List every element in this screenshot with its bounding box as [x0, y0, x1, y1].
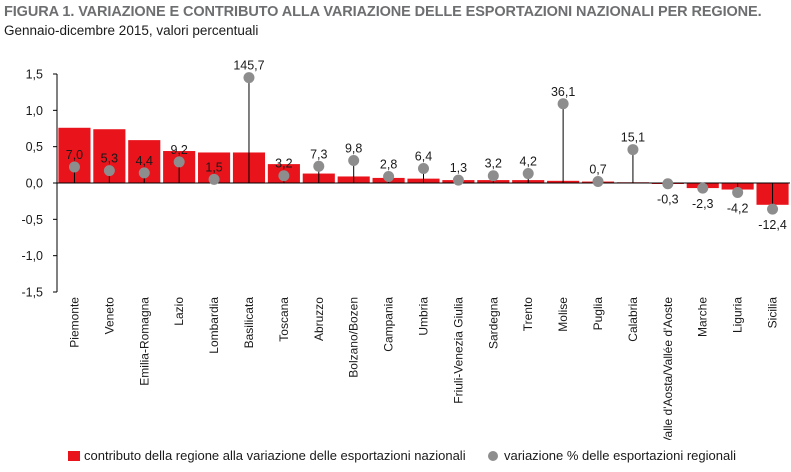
data-label: -12,4 — [758, 218, 787, 232]
y-tick-label: -0,5 — [21, 213, 43, 227]
data-point — [452, 174, 464, 186]
y-tick-label: -1,5 — [21, 286, 43, 300]
data-point — [278, 170, 290, 182]
data-point — [522, 168, 534, 180]
data-label: 1,5 — [205, 160, 222, 174]
data-label: 7,3 — [310, 147, 327, 161]
x-tick-label: Marche — [696, 297, 710, 337]
x-tick-label: Bolzano/Bozen — [347, 297, 361, 378]
data-label: -4,2 — [727, 201, 749, 215]
chart-title: FIGURA 1. VARIAZIONE E CONTRIBUTO ALLA V… — [4, 4, 762, 20]
data-point — [662, 178, 674, 190]
x-tick-label: Molise — [556, 297, 570, 332]
data-label: 15,1 — [621, 131, 645, 145]
data-label: -2,3 — [692, 197, 714, 211]
x-tick-label: Lombardia — [207, 297, 221, 354]
data-label: 5,3 — [101, 152, 118, 166]
data-point — [313, 160, 325, 172]
data-label: 9,8 — [345, 141, 362, 155]
data-label: 2,8 — [380, 157, 397, 171]
y-tick-label: 1,0 — [26, 104, 43, 118]
x-tick-label: Emilia-Romagna — [137, 297, 151, 386]
data-label: 36,1 — [551, 85, 575, 99]
data-point — [348, 154, 360, 166]
y-tick-label: 1,5 — [26, 68, 43, 82]
data-point — [697, 182, 709, 194]
x-tick-label: Piemonte — [67, 297, 81, 348]
x-tick-label: Veneto — [102, 297, 116, 335]
chart-plot: -1,5 -1,0 -0,5 0,0 0,5 1,0 1,5 7,0 5,3 4,4 9,2 1,5 1… — [21, 59, 790, 440]
x-tick-label: Sardegna — [486, 297, 500, 349]
data-point — [592, 176, 604, 188]
data-label: 3,2 — [275, 157, 292, 171]
data-point — [732, 186, 744, 198]
data-label: 9,2 — [170, 143, 187, 157]
legend-swatch-dot — [488, 450, 498, 461]
data-point — [418, 162, 429, 174]
data-label: -0,3 — [657, 193, 679, 207]
data-label: 145,7 — [233, 59, 264, 73]
data-label: 3,2 — [485, 157, 502, 171]
x-tick-label: Liguria — [731, 297, 745, 333]
x-tick-label: Campania — [382, 297, 396, 352]
data-label: 7,0 — [66, 148, 83, 162]
data-point — [383, 170, 395, 182]
x-tick-label: Sicilia — [766, 297, 780, 329]
data-point — [68, 161, 80, 173]
data-point — [138, 167, 150, 179]
data-point — [208, 173, 220, 185]
x-tick-label: Umbria — [417, 297, 431, 336]
x-tick-label: Abruzzo — [312, 297, 326, 341]
y-tick-label: -1,0 — [21, 249, 43, 263]
data-point — [487, 170, 499, 182]
data-label: 6,4 — [415, 149, 432, 163]
data-point — [173, 156, 185, 168]
legend-item-variazione: variazione % delle esportazioni regional… — [488, 448, 736, 463]
legend-swatch-bar — [68, 450, 80, 461]
data-point — [557, 98, 569, 110]
y-tick-label: 0,5 — [26, 140, 43, 154]
x-tick-label: Toscana — [277, 297, 291, 342]
legend-label-contributo: contributo della regione alla variazione… — [84, 448, 466, 463]
data-point — [627, 144, 639, 156]
data-label: 4,2 — [520, 155, 537, 169]
x-tick-label: Friuli-Venezia Giulia — [451, 297, 465, 404]
data-label: 4,4 — [136, 154, 153, 168]
x-tick-label: Valle d'Aosta/Vallée d'Aoste — [661, 297, 675, 440]
legend-item-contributo: contributo della regione alla variazione… — [68, 448, 466, 463]
data-label: 0,7 — [589, 163, 606, 177]
x-tick-label: Calabria — [626, 297, 640, 342]
x-tick-label: Basilicata — [242, 297, 256, 349]
x-tick-label: Trento — [521, 297, 535, 332]
data-point — [103, 165, 115, 177]
chart-subtitle: Gennaio-dicembre 2015, valori percentual… — [4, 23, 259, 38]
x-tick-label: Lazio — [172, 297, 186, 326]
y-tick-label: 0,0 — [26, 177, 43, 191]
legend-label-variazione: variazione % delle esportazioni regional… — [504, 448, 736, 463]
data-point — [243, 72, 255, 84]
x-tick-label: Puglia — [591, 297, 605, 331]
data-label: 1,3 — [450, 161, 467, 175]
data-point — [767, 203, 779, 215]
